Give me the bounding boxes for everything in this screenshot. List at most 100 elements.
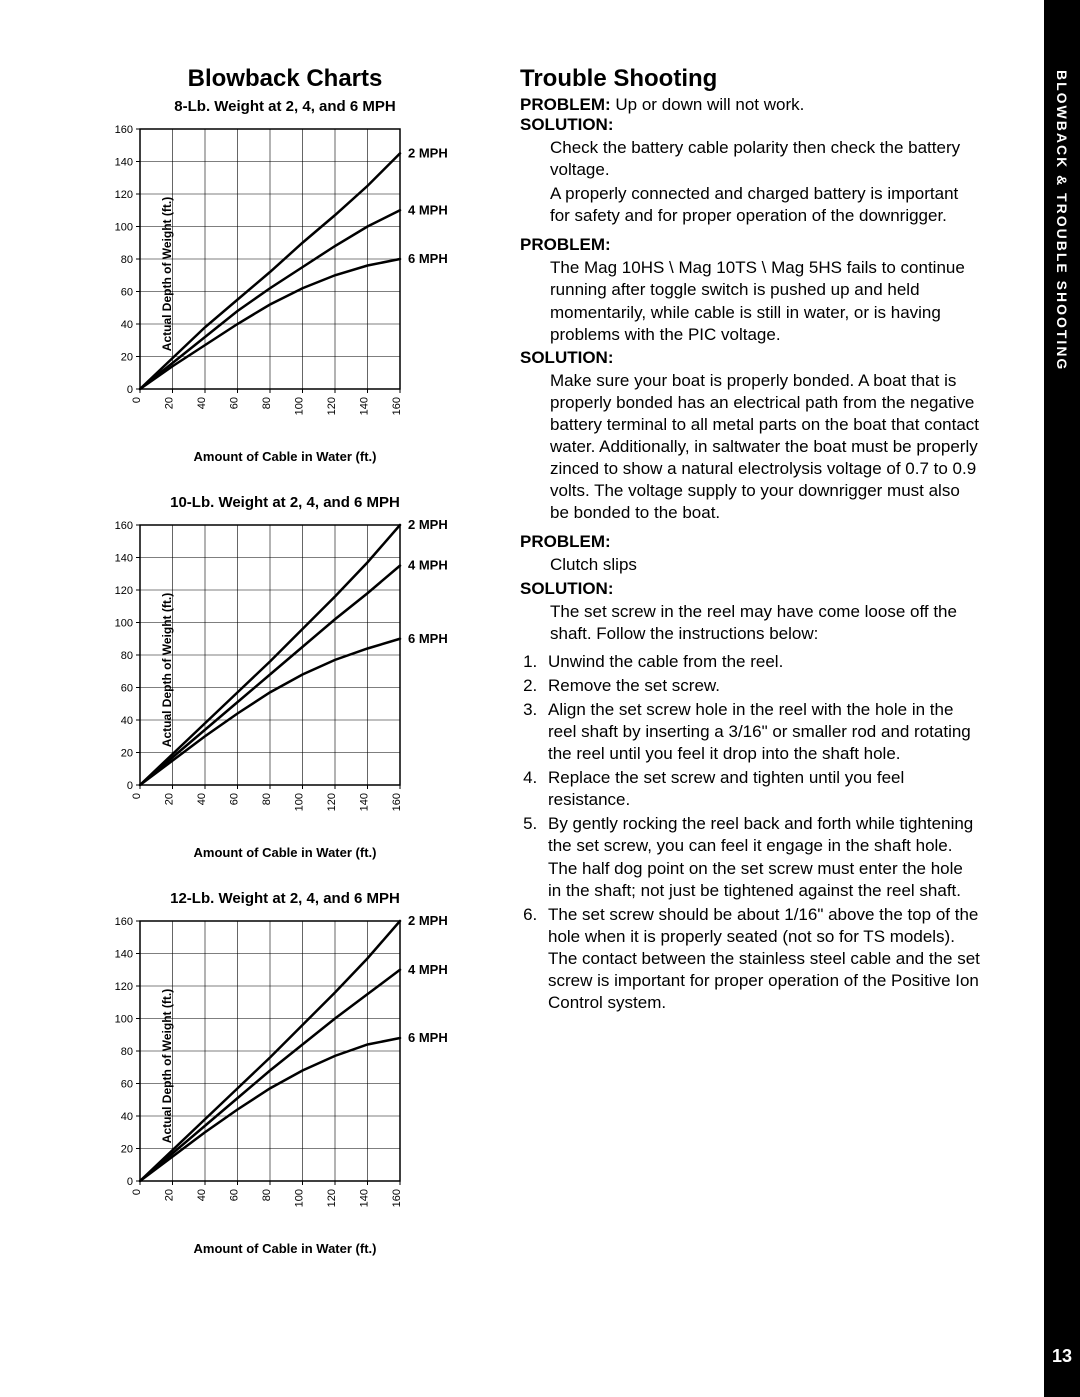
svg-text:160: 160 xyxy=(115,916,133,928)
x-axis-label: Amount of Cable in Water (ft.) xyxy=(100,449,470,464)
problem-text: The Mag 10HS \ Mag 10TS \ Mag 5HS fails … xyxy=(550,257,980,345)
svg-text:100: 100 xyxy=(294,397,306,415)
charts-heading: Blowback Charts xyxy=(188,65,383,93)
y-axis-label: Actual Depth of Weight (ft.) xyxy=(160,989,174,1143)
svg-text:100: 100 xyxy=(294,793,306,811)
svg-text:140: 140 xyxy=(359,1189,371,1207)
solution-text: A properly connected and charged battery… xyxy=(550,183,980,227)
svg-text:80: 80 xyxy=(121,1046,133,1058)
svg-text:60: 60 xyxy=(229,397,241,409)
chart-wrap: Actual Depth of Weight (ft.) 0 20 40 60 80 100… xyxy=(100,119,470,429)
svg-text:60: 60 xyxy=(121,683,133,695)
svg-text:100: 100 xyxy=(115,1014,133,1026)
svg-text:4 MPH: 4 MPH xyxy=(408,558,448,573)
page-number: 13 xyxy=(1052,1346,1072,1367)
svg-text:140: 140 xyxy=(115,949,133,961)
svg-text:0: 0 xyxy=(127,1176,133,1188)
svg-text:60: 60 xyxy=(121,287,133,299)
solution-label: SOLUTION: xyxy=(520,348,614,367)
svg-text:140: 140 xyxy=(359,397,371,415)
svg-text:0: 0 xyxy=(127,780,133,792)
svg-text:40: 40 xyxy=(196,1189,208,1201)
svg-text:2 MPH: 2 MPH xyxy=(408,517,448,532)
x-axis-label: Amount of Cable in Water (ft.) xyxy=(100,845,470,860)
svg-text:20: 20 xyxy=(121,1144,133,1156)
solution-label: SOLUTION: xyxy=(520,115,614,134)
svg-text:20: 20 xyxy=(121,352,133,364)
problem-line: PROBLEM: xyxy=(520,235,980,255)
solution-step: Remove the set screw. xyxy=(542,675,980,697)
svg-text:80: 80 xyxy=(121,650,133,662)
solution-text: Make sure your boat is properly bonded. … xyxy=(550,370,980,525)
svg-text:6 MPH: 6 MPH xyxy=(408,251,448,266)
problem-text: Clutch slips xyxy=(550,554,980,576)
svg-text:20: 20 xyxy=(164,397,176,409)
solution-step: Unwind the cable from the reel. xyxy=(542,651,980,673)
svg-text:120: 120 xyxy=(115,981,133,993)
svg-text:160: 160 xyxy=(115,124,133,136)
svg-text:160: 160 xyxy=(391,1189,403,1207)
chart-title: 8-Lb. Weight at 2, 4, and 6 MPH xyxy=(100,98,470,115)
svg-text:140: 140 xyxy=(359,793,371,811)
y-axis-label: Actual Depth of Weight (ft.) xyxy=(160,197,174,351)
svg-text:40: 40 xyxy=(196,793,208,805)
svg-text:160: 160 xyxy=(115,520,133,532)
troubleshooting-column: Trouble Shooting PROBLEM: Up or down wil… xyxy=(500,50,1040,1357)
y-axis-label: Actual Depth of Weight (ft.) xyxy=(160,593,174,747)
chart-svg: 0204060801001201401600204060801001201401… xyxy=(100,119,470,424)
problem-inline-text: Up or down will not work. xyxy=(611,95,805,114)
solution-line: SOLUTION: xyxy=(520,348,980,368)
svg-text:20: 20 xyxy=(121,748,133,760)
chart-title: 12-Lb. Weight at 2, 4, and 6 MPH xyxy=(100,890,470,907)
svg-text:140: 140 xyxy=(115,553,133,565)
svg-text:0: 0 xyxy=(131,397,143,403)
svg-text:80: 80 xyxy=(121,254,133,266)
svg-text:0: 0 xyxy=(127,384,133,396)
svg-text:2 MPH: 2 MPH xyxy=(408,145,448,160)
svg-text:60: 60 xyxy=(121,1079,133,1091)
side-tab-label: BLOWBACK & TROUBLE SHOOTING xyxy=(1054,70,1070,371)
svg-text:0: 0 xyxy=(131,1189,143,1195)
svg-text:120: 120 xyxy=(326,793,338,811)
problem-label: PROBLEM: xyxy=(520,235,611,254)
svg-text:6 MPH: 6 MPH xyxy=(408,631,448,646)
solution-step: By gently rocking the reel back and fort… xyxy=(542,813,980,901)
solution-label: SOLUTION: xyxy=(520,579,614,598)
chart-block: 8-Lb. Weight at 2, 4, and 6 MPH Actual De… xyxy=(100,98,470,464)
svg-text:160: 160 xyxy=(391,793,403,811)
svg-text:120: 120 xyxy=(115,189,133,201)
svg-text:40: 40 xyxy=(121,715,133,727)
page-container: Blowback Charts 8-Lb. Weight at 2, 4, an… xyxy=(0,0,1080,1397)
chart-svg: 0204060801001201401600204060801001201401… xyxy=(100,911,470,1216)
chart-svg: 0204060801001201401600204060801001201401… xyxy=(100,515,470,820)
svg-text:60: 60 xyxy=(229,793,241,805)
problem-label: PROBLEM: xyxy=(520,95,611,114)
chart-wrap: Actual Depth of Weight (ft.) 0 20 40 60 80 100… xyxy=(100,911,470,1221)
svg-text:20: 20 xyxy=(164,1189,176,1201)
solution-step: Replace the set screw and tighten until … xyxy=(542,767,980,811)
svg-text:160: 160 xyxy=(391,397,403,415)
svg-text:120: 120 xyxy=(326,1189,338,1207)
svg-text:40: 40 xyxy=(121,1111,133,1123)
charts-column: Blowback Charts 8-Lb. Weight at 2, 4, an… xyxy=(70,50,500,1357)
svg-text:20: 20 xyxy=(164,793,176,805)
chart-title: 10-Lb. Weight at 2, 4, and 6 MPH xyxy=(100,494,470,511)
svg-text:4 MPH: 4 MPH xyxy=(408,962,448,977)
chart-wrap: Actual Depth of Weight (ft.) 0 20 40 60 80 100… xyxy=(100,515,470,825)
problem-line: PROBLEM: xyxy=(520,532,980,552)
svg-text:6 MPH: 6 MPH xyxy=(408,1030,448,1045)
svg-text:140: 140 xyxy=(115,157,133,169)
svg-text:100: 100 xyxy=(115,222,133,234)
solution-step: The set screw should be about 1/16" abov… xyxy=(542,904,980,1014)
solution-line: SOLUTION: xyxy=(520,115,980,135)
solution-step: Align the set screw hole in the reel wit… xyxy=(542,699,980,765)
svg-text:40: 40 xyxy=(196,397,208,409)
svg-text:60: 60 xyxy=(229,1189,241,1201)
svg-text:120: 120 xyxy=(326,397,338,415)
svg-text:80: 80 xyxy=(261,1189,273,1201)
troubleshooting-heading: Trouble Shooting xyxy=(520,65,980,93)
svg-text:80: 80 xyxy=(261,793,273,805)
solution-line: SOLUTION: xyxy=(520,579,980,599)
solution-text: The set screw in the reel may have come … xyxy=(550,601,980,645)
chart-block: 12-Lb. Weight at 2, 4, and 6 MPH Actual D… xyxy=(100,890,470,1256)
